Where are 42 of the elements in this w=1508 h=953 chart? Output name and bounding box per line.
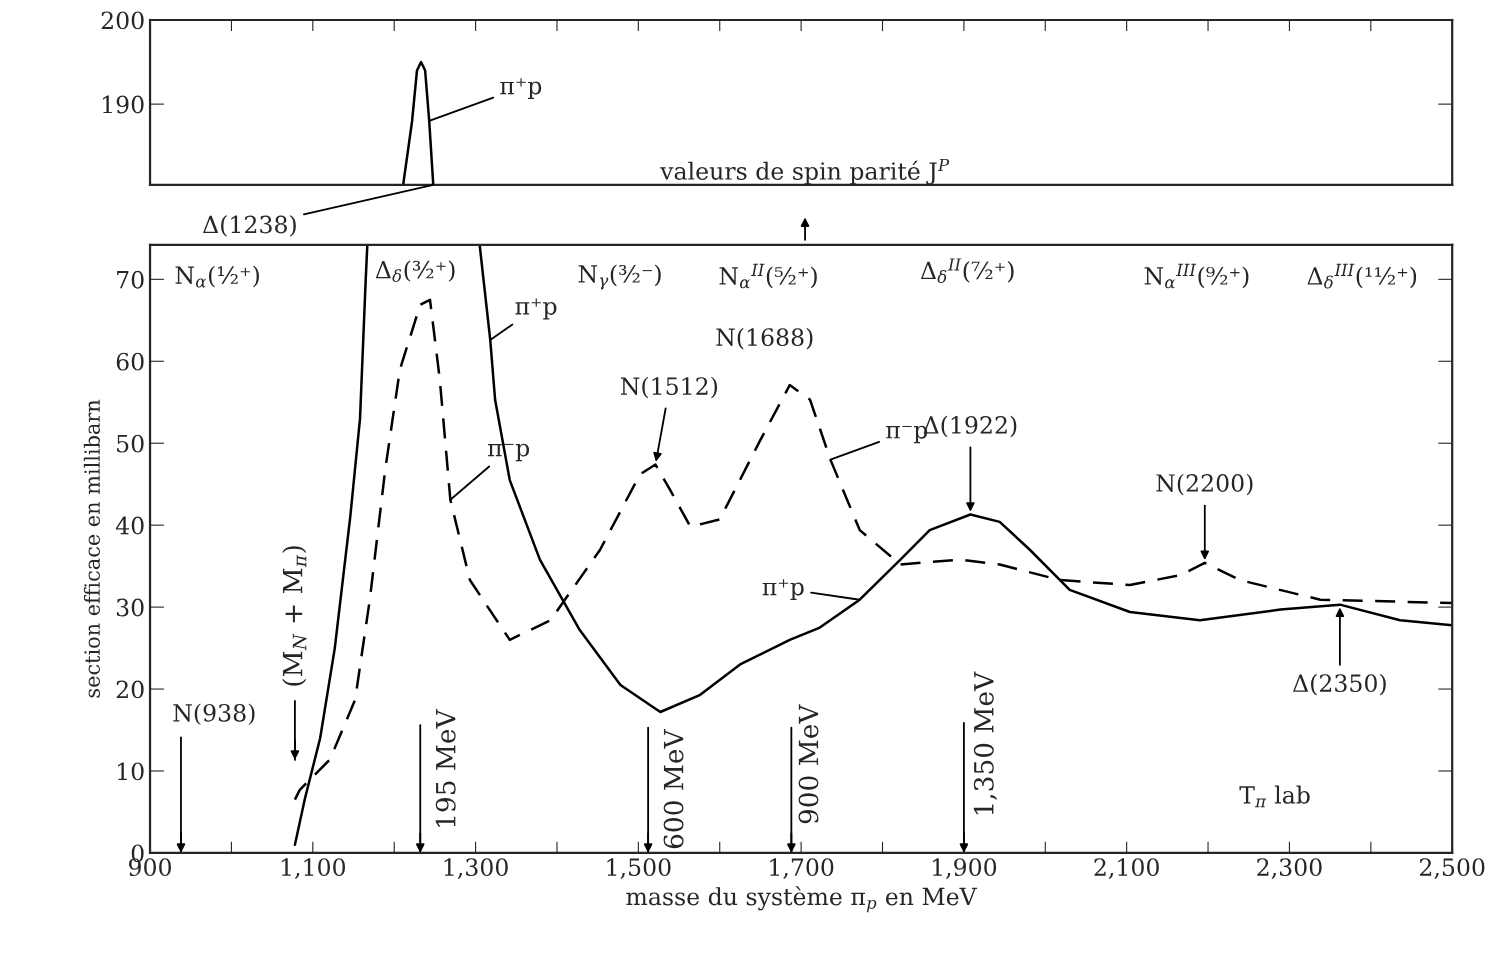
ref-line-label: 900 MeV: [798, 704, 819, 824]
annotation: π⁺p: [515, 298, 557, 320]
x-tick-label: 1,700: [770, 858, 834, 879]
annotation: N$_{γ}$(³⁄₂⁻): [578, 264, 661, 290]
x-tick-label: 2,100: [1094, 858, 1159, 879]
y-tick-label: 50: [117, 434, 144, 453]
annotation: Δ$_{δ}$(³⁄₂⁺): [375, 260, 455, 283]
y-tick-label: 190: [103, 95, 144, 114]
y-tick-label: 70: [117, 270, 144, 289]
y-tick-label: 200: [101, 11, 144, 30]
annotation: π⁺p: [500, 78, 542, 100]
ref-line-label: 1,350 MeV: [973, 671, 997, 815]
x-axis-title: masse du système π$_{p}$ en MeV: [626, 886, 978, 913]
x-tick-label: 1,900: [932, 858, 997, 879]
x-tick-label: 1,100: [281, 858, 346, 879]
annotation: N$_{α}$$^{II}$(⁵⁄₂⁺): [719, 263, 817, 289]
x-tick-label: 2,300: [1257, 858, 1322, 879]
y-tick-label: 40: [115, 516, 144, 535]
annotation: π⁺p: [762, 579, 804, 601]
annotation: N$_{α}$(½⁺): [175, 265, 259, 288]
ref-line-label: 195 MeV: [435, 709, 456, 827]
x-tick-label: 1,300: [444, 858, 508, 879]
annotation: Δ$_{δ}$$^{III}$(¹¹⁄₂⁺): [1307, 263, 1417, 289]
y-tick-label: 30: [116, 598, 144, 617]
annotation: Δ(2350): [1293, 673, 1386, 696]
y-tick-label: 10: [118, 762, 144, 781]
ref-line-label: N(938): [173, 703, 255, 726]
annotation: Δ(1238): [203, 215, 296, 237]
annotation: N(1688): [716, 327, 813, 350]
ref-line-label: (M$_{N}$ + M$_{π}$): [282, 546, 307, 686]
annotation: N(1512): [620, 376, 718, 399]
x-tick-label: 1,500: [607, 858, 671, 879]
annotation: valeurs de spin parité J$^{P}$: [660, 158, 950, 185]
ref-line-label: 600 MeV: [663, 729, 684, 849]
x-tick-label: 2,500: [1420, 858, 1485, 879]
y-axis-title: section efficace en millibarn: [83, 399, 100, 698]
y-tick-label: 60: [116, 352, 144, 371]
annotation: T$_{π}$ lab: [1239, 785, 1310, 808]
annotation: Δ$_{δ}$$^{II}$(⁷⁄₂⁺): [920, 258, 1014, 283]
annotation: N(2200): [1156, 473, 1253, 496]
annotation: N$_{α}$$^{III}$(⁹⁄₂⁺): [1144, 263, 1249, 289]
y-tick-label: 20: [116, 680, 144, 699]
